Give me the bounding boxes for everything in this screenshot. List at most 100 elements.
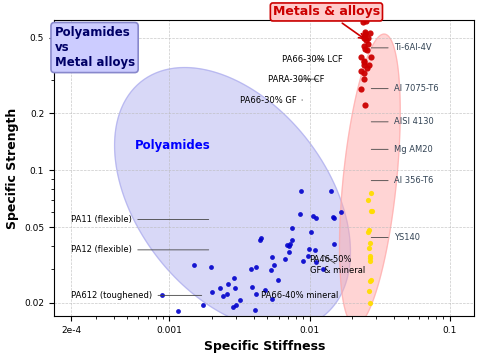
Point — [257, 236, 264, 241]
Point — [312, 216, 319, 222]
Point — [365, 245, 372, 251]
Point — [360, 76, 368, 82]
Point — [288, 237, 296, 243]
Point — [248, 284, 255, 289]
Point — [247, 266, 254, 272]
Polygon shape — [339, 34, 400, 325]
Text: Polyamides
vs
Metal alloys: Polyamides vs Metal alloys — [55, 26, 134, 69]
Point — [366, 255, 374, 261]
Point — [357, 86, 364, 92]
Point — [366, 258, 373, 264]
Point — [216, 285, 224, 291]
Point — [361, 46, 369, 52]
Point — [367, 279, 374, 284]
Point — [285, 249, 293, 255]
Point — [337, 209, 345, 215]
Text: Polyamides: Polyamides — [134, 139, 210, 152]
Point — [252, 292, 260, 297]
Point — [365, 62, 373, 68]
Point — [288, 225, 296, 230]
Point — [366, 30, 373, 36]
Point — [299, 258, 306, 264]
Polygon shape — [115, 67, 350, 330]
Point — [365, 35, 372, 41]
Point — [268, 254, 276, 260]
Point — [312, 259, 319, 265]
Point — [219, 293, 227, 299]
Point — [297, 211, 304, 217]
Point — [308, 229, 315, 234]
Point — [229, 304, 237, 310]
Point — [327, 188, 335, 194]
Point — [331, 241, 338, 247]
Point — [364, 197, 372, 203]
Point — [363, 48, 371, 53]
Point — [237, 297, 244, 303]
Point — [286, 243, 293, 248]
Point — [306, 246, 313, 252]
Text: PA612 (toughened): PA612 (toughened) — [72, 291, 202, 300]
Point — [283, 242, 291, 248]
Point — [360, 58, 368, 64]
Text: Mg AM20: Mg AM20 — [371, 145, 432, 154]
Point — [367, 209, 374, 214]
Point — [223, 291, 230, 297]
Point — [361, 102, 369, 107]
Text: PA66-30% LCF: PA66-30% LCF — [282, 55, 342, 64]
Point — [274, 278, 282, 283]
Point — [190, 262, 198, 268]
Point — [174, 308, 182, 314]
Point — [366, 300, 373, 306]
Text: YS140: YS140 — [371, 233, 420, 242]
Point — [297, 188, 305, 194]
Point — [366, 240, 374, 246]
Point — [199, 302, 207, 308]
Y-axis label: Specific Strength: Specific Strength — [6, 107, 19, 229]
Point — [361, 31, 369, 37]
Point — [366, 253, 374, 258]
Point — [357, 68, 365, 74]
Point — [286, 241, 294, 246]
Point — [368, 54, 375, 60]
Point — [363, 65, 371, 71]
Point — [311, 247, 318, 253]
Text: PA46-50%
GF & mineral: PA46-50% GF & mineral — [310, 255, 365, 275]
Point — [368, 208, 375, 214]
Point — [158, 293, 166, 298]
Point — [367, 278, 375, 283]
Point — [331, 215, 338, 221]
Point — [270, 262, 278, 268]
Point — [360, 70, 368, 76]
Point — [208, 289, 216, 294]
Text: AISI 4130: AISI 4130 — [371, 117, 433, 126]
Point — [362, 19, 370, 24]
Point — [225, 281, 232, 286]
Point — [360, 62, 368, 68]
Point — [364, 229, 372, 235]
Point — [357, 54, 365, 60]
Point — [267, 267, 275, 273]
Point — [360, 19, 367, 25]
Text: Ti-6Al-4V: Ti-6Al-4V — [371, 43, 432, 52]
Text: Al 356-T6: Al 356-T6 — [371, 176, 433, 185]
Point — [362, 37, 370, 43]
Point — [232, 302, 240, 308]
Text: Al 7075-T6: Al 7075-T6 — [371, 84, 438, 93]
Point — [367, 190, 375, 196]
Point — [261, 287, 269, 293]
Text: Metals & alloys: Metals & alloys — [273, 5, 380, 38]
Point — [366, 228, 373, 233]
Point — [231, 285, 239, 290]
Point — [319, 266, 327, 272]
Point — [268, 296, 276, 302]
Point — [207, 264, 215, 270]
Point — [281, 257, 288, 262]
Point — [360, 60, 368, 65]
Point — [360, 35, 368, 41]
Point — [360, 43, 368, 48]
Point — [364, 41, 372, 47]
Point — [304, 253, 312, 259]
Point — [230, 275, 238, 281]
Point — [365, 288, 372, 294]
Text: PA66-40% mineral: PA66-40% mineral — [261, 291, 338, 300]
